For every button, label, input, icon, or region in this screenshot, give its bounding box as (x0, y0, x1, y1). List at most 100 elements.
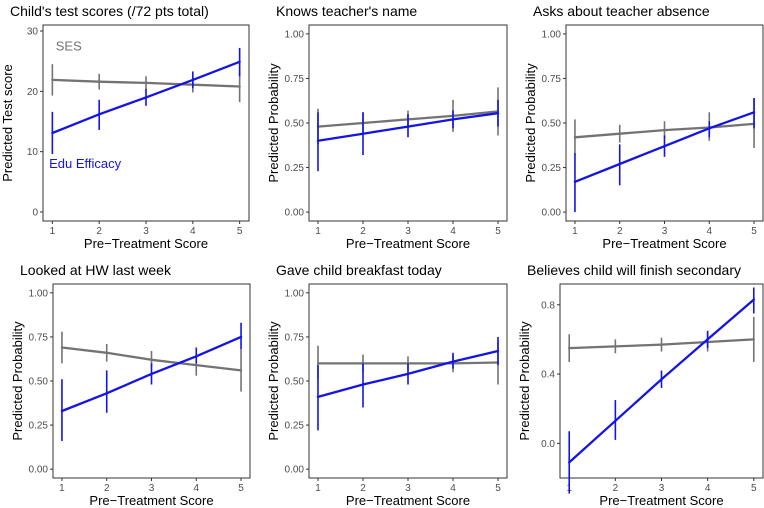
x-tick-label: 4 (450, 483, 456, 494)
data-point-edu_efficacy (451, 118, 455, 121)
data-point-ses (105, 351, 108, 354)
y-axis-label: Predicted Probability (523, 63, 538, 183)
panel-4: Looked at HW last week 0.00 0.25 0.50 0.75 1.… (10, 262, 251, 508)
data-point-edu_efficacy (618, 162, 621, 166)
x-tick-label: 2 (96, 226, 102, 237)
data-point-edu_efficacy (51, 131, 54, 135)
series-ses (568, 316, 755, 362)
panel-5: Gave child breakfast today 0.00 0.25 0.50 0.… (266, 262, 508, 508)
data-point-edu_efficacy (451, 360, 455, 363)
y-tick-label: 0.00 (29, 465, 49, 476)
x-tick-label: 3 (662, 226, 668, 237)
panel-title: Believes child will finish secondary (527, 262, 741, 278)
panel-title: Child's test scores (/72 pts total) (10, 3, 209, 19)
data-point-edu_efficacy (60, 409, 64, 413)
x-tick-label: 5 (495, 483, 501, 494)
data-point-edu_efficacy (568, 461, 571, 464)
x-axis-label: Pre−Treatment Score (346, 493, 470, 508)
y-tick-label: 0.50 (285, 119, 305, 130)
data-point-edu_efficacy (361, 132, 365, 135)
y-tick-label: 0.50 (285, 377, 305, 388)
data-point-ses (618, 132, 621, 135)
data-point-edu_efficacy (316, 395, 320, 399)
y-axis-label: Predicted Probability (266, 321, 281, 441)
x-tick-label: 2 (360, 483, 366, 494)
y-tick-label: 0.50 (29, 377, 49, 388)
y-tick-label: 0.50 (542, 119, 562, 130)
y-tick-label: 0.00 (285, 465, 305, 476)
x-tick-label: 3 (405, 483, 411, 494)
y-tick-label: 0.25 (29, 421, 49, 432)
data-point-edu_efficacy (191, 78, 195, 82)
x-tick-label: 5 (495, 226, 501, 237)
x-tick-label: 4 (193, 483, 199, 494)
y-tick-label: 0.75 (285, 332, 305, 343)
x-tick-label: 5 (238, 483, 244, 494)
data-point-edu_efficacy (752, 111, 756, 114)
y-tick-label: 0.25 (285, 163, 305, 174)
x-tick-label: 4 (190, 226, 196, 237)
series-edu_efficacy (51, 47, 241, 155)
data-point-edu_efficacy (496, 349, 500, 353)
data-point-ses (663, 128, 666, 132)
series-edu_efficacy (573, 98, 756, 213)
x-tick-label: 5 (751, 483, 757, 494)
y-tick-label: 0.75 (29, 332, 49, 343)
y-tick-label: 1.00 (285, 29, 305, 40)
x-tick-label: 1 (59, 483, 65, 494)
x-tick-label: 1 (315, 483, 321, 494)
x-tick-label: 2 (613, 483, 619, 494)
panel-6: Believes child will finish secondary 0.0 0… (517, 262, 764, 508)
series-edu_efficacy (60, 322, 243, 441)
y-tick-label: 1.00 (542, 29, 562, 40)
series-edu_efficacy (568, 287, 755, 494)
data-point-ses (97, 80, 101, 83)
y-tick-label: 30 (27, 27, 39, 38)
panel-1: Child's test scores (/72 pts total) 0 10 20… (0, 3, 250, 251)
data-point-edu_efficacy (144, 96, 148, 99)
data-point-edu_efficacy (238, 60, 241, 63)
data-point-edu_efficacy (316, 139, 320, 143)
x-tick-label: 2 (617, 226, 623, 237)
data-point-edu_efficacy (614, 419, 617, 423)
data-point-edu_efficacy (706, 338, 709, 341)
data-point-edu_efficacy (195, 355, 198, 358)
plot-frame (42, 24, 250, 222)
data-point-edu_efficacy (361, 383, 365, 386)
x-axis-label: Pre−Treatment Score (89, 493, 213, 508)
x-axis-label: Pre−Treatment Score (602, 236, 726, 251)
data-point-edu_efficacy (752, 298, 755, 301)
data-point-ses (660, 343, 663, 346)
x-tick-label: 3 (143, 226, 149, 237)
x-tick-label: 3 (149, 483, 155, 494)
data-point-ses (316, 362, 320, 365)
x-tick-label: 1 (50, 226, 56, 237)
x-tick-label: 4 (450, 226, 456, 237)
panel-title: Gave child breakfast today (276, 262, 442, 278)
y-tick-label: 0.75 (542, 74, 562, 85)
y-axis-label: Predicted Probability (266, 63, 281, 183)
x-tick-label: 5 (237, 226, 243, 237)
y-tick-label: 0.00 (542, 208, 562, 219)
data-point-edu_efficacy (708, 127, 711, 130)
data-point-edu_efficacy (660, 378, 663, 381)
y-tick-label: 0 (32, 207, 38, 218)
x-tick-label: 3 (659, 483, 665, 494)
y-tick-label: 0.4 (541, 370, 555, 381)
y-tick-label: 1.00 (29, 288, 49, 299)
y-axis-label: Predicted Test score (0, 64, 15, 182)
data-point-edu_efficacy (406, 372, 410, 376)
y-tick-label: 0.25 (285, 421, 305, 432)
data-point-edu_efficacy (573, 180, 577, 183)
y-tick-label: 0.8 (541, 300, 555, 311)
y-tick-label: 0.00 (285, 208, 305, 219)
panel-3: Asks about teacher absence 0.00 0.25 0.50 0.… (523, 3, 764, 251)
panel-2: Knows teacher's name 0.00 0.25 0.50 0.75 1.00… (266, 3, 508, 251)
data-point-edu_efficacy (239, 335, 243, 339)
data-point-edu_efficacy (663, 144, 666, 148)
annotation-ses: SES (56, 38, 82, 53)
data-point-ses (195, 363, 198, 367)
data-point-ses (60, 346, 64, 349)
data-point-edu_efficacy (150, 372, 153, 376)
